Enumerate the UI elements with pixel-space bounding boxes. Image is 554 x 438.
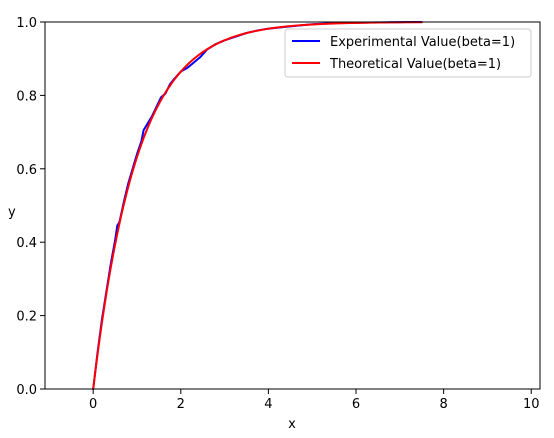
legend: Experimental Value(beta=1) Theoretical V… xyxy=(284,28,532,78)
y-tick-label: 1.0 xyxy=(16,16,37,31)
x-tick-label: 4 xyxy=(264,397,272,412)
x-axis: 0 2 4 6 8 10 xyxy=(89,389,540,412)
y-axis: 0.0 0.2 0.4 0.6 0.8 1.0 xyxy=(16,16,45,398)
y-tick-label: 0.2 xyxy=(16,310,37,325)
legend-label-experimental: Experimental Value(beta=1) xyxy=(330,35,515,50)
x-tick-label: 8 xyxy=(439,397,447,412)
series-layer xyxy=(92,21,423,390)
x-tick-label: 0 xyxy=(89,397,97,412)
y-tick-label: 0.8 xyxy=(16,89,37,104)
legend-label-theoretical: Theoretical Value(beta=1) xyxy=(329,57,501,72)
x-tick-label: 6 xyxy=(352,397,360,412)
series-theoretical-line xyxy=(92,21,423,390)
legend-box xyxy=(284,28,532,78)
x-axis-label: x xyxy=(288,417,296,432)
plot-area xyxy=(45,22,540,389)
y-axis-label: y xyxy=(8,205,16,220)
plot-frame xyxy=(44,21,541,390)
x-tick-label: 2 xyxy=(177,397,185,412)
y-tick-label: 0.0 xyxy=(16,383,37,398)
x-tick-label: 10 xyxy=(523,397,540,412)
y-tick-label: 0.6 xyxy=(16,163,37,178)
y-tick-label: 0.4 xyxy=(16,236,37,251)
